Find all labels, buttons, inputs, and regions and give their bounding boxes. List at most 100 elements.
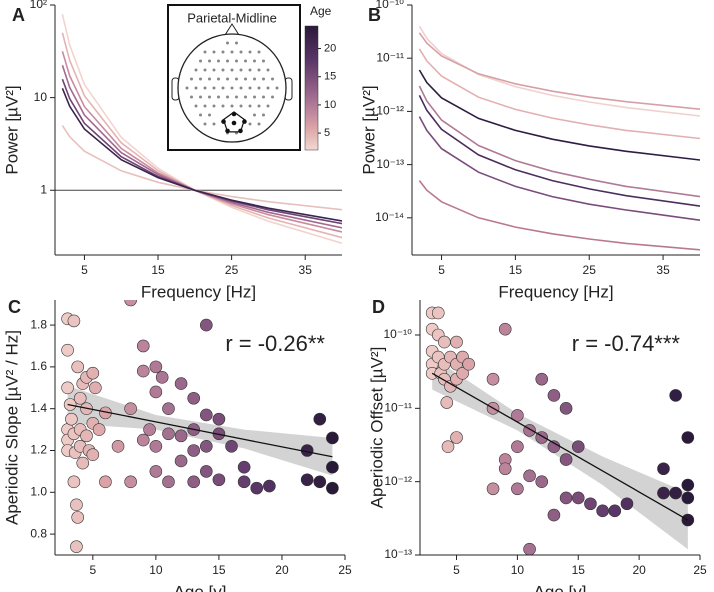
electrode xyxy=(248,86,252,90)
electrode xyxy=(235,77,238,81)
data-point xyxy=(669,389,682,402)
x-tick-label: 5 xyxy=(438,263,445,277)
data-point xyxy=(174,429,188,443)
electrode xyxy=(275,86,279,90)
y-tick-label: 10⁻¹⁰ xyxy=(384,327,413,341)
x-tick-label: 25 xyxy=(225,263,239,277)
data-point xyxy=(73,391,87,405)
data-point xyxy=(456,367,469,380)
power-curve xyxy=(61,64,342,229)
power-curve xyxy=(418,85,700,198)
y-tick-label: 10 xyxy=(34,90,48,104)
y-tick-label: 10⁻¹² xyxy=(376,104,404,118)
colorbar-tick-label: 5 xyxy=(324,127,330,139)
data-point xyxy=(559,453,573,466)
plot-area xyxy=(55,14,342,244)
electrode xyxy=(248,122,252,126)
electrode xyxy=(212,122,216,126)
electrode xyxy=(194,68,198,72)
electrode xyxy=(203,104,207,108)
data-point xyxy=(162,475,175,489)
electrode xyxy=(226,41,229,45)
data-point xyxy=(486,372,500,386)
data-point xyxy=(681,431,695,444)
electrode xyxy=(262,95,265,99)
data-point xyxy=(70,498,83,512)
data-point xyxy=(263,479,276,493)
x-tick-label: 15 xyxy=(572,563,586,577)
y-tick-label: 1.8 xyxy=(30,317,47,331)
data-point xyxy=(608,504,622,518)
data-point xyxy=(584,497,597,511)
data-point xyxy=(136,364,150,378)
data-point xyxy=(99,475,112,489)
power-curve xyxy=(418,48,700,140)
electrode xyxy=(221,68,225,72)
x-axis-label: Frequency [Hz] xyxy=(141,282,256,301)
data-point xyxy=(450,431,463,444)
y-axis-label: Power [µV²] xyxy=(359,85,378,174)
electrode xyxy=(235,95,238,99)
electrode xyxy=(253,113,256,117)
data-point xyxy=(61,381,74,395)
data-point xyxy=(71,360,84,374)
electrode xyxy=(266,68,270,72)
data-point xyxy=(76,456,90,470)
electrode xyxy=(248,50,252,54)
data-point xyxy=(200,408,213,422)
electrode xyxy=(199,95,202,99)
data-point xyxy=(124,300,137,307)
electrode xyxy=(203,86,207,90)
electrode xyxy=(208,59,211,63)
data-point xyxy=(535,372,549,386)
data-point xyxy=(326,431,339,445)
y-tick-label: 10² xyxy=(30,0,47,11)
x-tick-label: 5 xyxy=(81,263,88,277)
y-axis-label: Power [µV²] xyxy=(2,85,21,174)
data-point xyxy=(523,542,536,555)
data-point xyxy=(212,473,226,487)
colorbar-tick-label: 10 xyxy=(324,99,336,111)
electrode xyxy=(226,59,229,63)
data-point xyxy=(149,385,163,399)
roi-electrode xyxy=(231,111,237,117)
electrode xyxy=(208,77,211,81)
data-point xyxy=(498,322,512,336)
power-curve xyxy=(418,69,700,161)
plot-area xyxy=(418,25,700,251)
data-point xyxy=(596,504,609,518)
electrode xyxy=(199,113,202,117)
y-tick-label: 10⁻¹² xyxy=(384,474,412,488)
electrode xyxy=(190,77,193,81)
electrode xyxy=(257,122,261,126)
data-point xyxy=(441,440,455,453)
x-tick-label: 35 xyxy=(299,263,313,277)
data-point xyxy=(61,343,74,357)
electrode xyxy=(212,104,216,108)
data-point xyxy=(65,412,78,426)
electrode xyxy=(221,104,225,108)
electrode xyxy=(230,104,234,108)
data-point xyxy=(681,491,695,505)
power-curve xyxy=(61,14,342,244)
data-point xyxy=(681,478,695,492)
data-point xyxy=(124,402,137,415)
y-tick-label: 1 xyxy=(40,182,47,196)
y-axis-label: Aperiodic Slope [µV² / Hz] xyxy=(2,330,21,525)
data-point xyxy=(462,357,475,371)
power-curve xyxy=(418,32,700,110)
y-tick-label: 1.0 xyxy=(30,484,47,498)
x-tick-label: 10 xyxy=(511,563,525,577)
power-curve xyxy=(418,95,700,207)
data-point xyxy=(70,540,83,553)
data-point xyxy=(657,486,670,500)
data-point xyxy=(498,462,512,476)
electrode xyxy=(253,95,256,99)
electrode xyxy=(208,95,211,99)
electrode xyxy=(266,104,270,108)
fit-line xyxy=(431,372,689,521)
x-tick-label: 35 xyxy=(656,263,670,277)
y-tick-label: 0.8 xyxy=(30,526,47,540)
x-tick-label: 15 xyxy=(212,563,226,577)
data-point xyxy=(80,429,93,443)
